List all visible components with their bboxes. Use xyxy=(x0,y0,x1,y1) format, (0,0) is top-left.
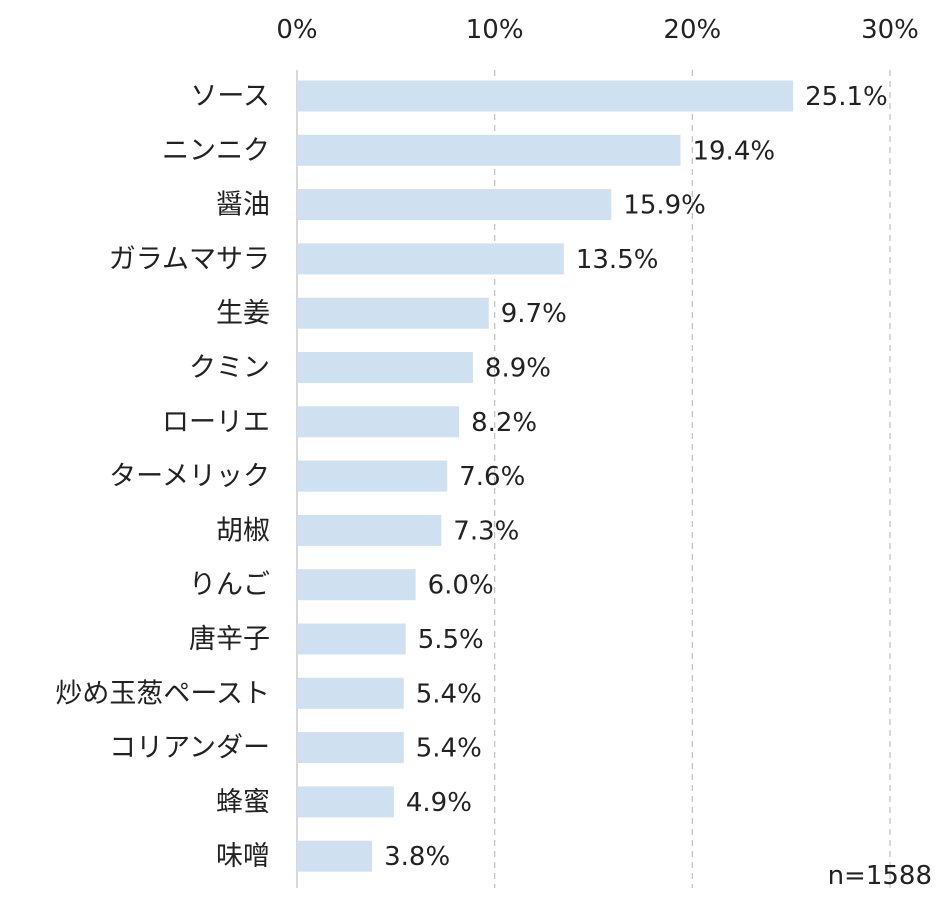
value-label-0: 25.1% xyxy=(805,82,888,112)
bar-0 xyxy=(297,80,794,112)
category-label-1: ニンニク xyxy=(162,135,270,166)
x-axis-ticks: 0% 10% 20% 30% xyxy=(276,15,919,45)
category-label-3: ガラムマサラ xyxy=(109,244,270,275)
value-label-5: 8.9% xyxy=(485,354,551,384)
value-label-8: 7.3% xyxy=(453,516,519,546)
category-label-2: 醤油 xyxy=(216,190,270,221)
category-label-7: ターメリック xyxy=(109,461,270,492)
bar-7 xyxy=(297,460,448,492)
value-label-9: 6.0% xyxy=(428,571,494,601)
category-label-9: りんご xyxy=(189,570,270,601)
category-label-12: コリアンダー xyxy=(109,733,270,764)
category-label-10: 唐辛子 xyxy=(189,624,270,655)
bar-9 xyxy=(297,569,416,601)
category-label-4: 生姜 xyxy=(216,298,270,329)
x-tick-label-30: 30% xyxy=(861,15,919,45)
category-label-13: 蜂蜜 xyxy=(216,787,270,818)
value-label-7: 7.6% xyxy=(459,462,525,492)
value-label-4: 9.7% xyxy=(501,299,567,329)
bar-2 xyxy=(297,189,612,221)
value-label-1: 19.4% xyxy=(692,136,775,166)
category-label-5: クミン xyxy=(189,353,270,384)
bar-3 xyxy=(297,243,564,275)
value-label-11: 5.4% xyxy=(416,679,482,709)
sample-size-annotation: n=1588 xyxy=(828,861,932,891)
value-label-13: 4.9% xyxy=(406,788,472,818)
value-label-6: 8.2% xyxy=(471,408,537,438)
category-labels: ソースニンニク醤油ガラムマサラ生姜クミンローリエターメリック胡椒りんご唐辛子炒め… xyxy=(55,81,270,872)
category-label-14: 味噌 xyxy=(216,841,270,872)
category-label-11: 炒め玉葱ペースト xyxy=(55,678,270,709)
bar-12 xyxy=(297,732,404,764)
value-label-12: 5.4% xyxy=(416,734,482,764)
value-label-14: 3.8% xyxy=(384,842,450,872)
category-label-8: 胡椒 xyxy=(216,515,270,546)
bar-1 xyxy=(297,134,681,166)
x-tick-label-20: 20% xyxy=(663,15,721,45)
bar-14 xyxy=(297,840,373,872)
value-label-3: 13.5% xyxy=(576,245,659,275)
bar-6 xyxy=(297,406,460,438)
value-label-10: 5.5% xyxy=(418,625,484,655)
category-label-0: ソース xyxy=(190,81,270,112)
bars xyxy=(297,80,794,872)
bar-11 xyxy=(297,677,404,709)
value-labels: 25.1% 19.4% 15.9% 13.5% 9.7% 8.9% 8.2% 7.6% 7.3%… xyxy=(384,82,888,872)
value-label-2: 15.9% xyxy=(623,191,706,221)
bar-5 xyxy=(297,352,473,383)
category-label-6: ローリエ xyxy=(162,407,270,438)
bar-10 xyxy=(297,623,406,655)
x-tick-label-0: 0% xyxy=(276,15,317,45)
bar-13 xyxy=(297,786,394,818)
bar-8 xyxy=(297,514,442,546)
bar-4 xyxy=(297,297,489,329)
x-tick-label-10: 10% xyxy=(466,15,524,45)
